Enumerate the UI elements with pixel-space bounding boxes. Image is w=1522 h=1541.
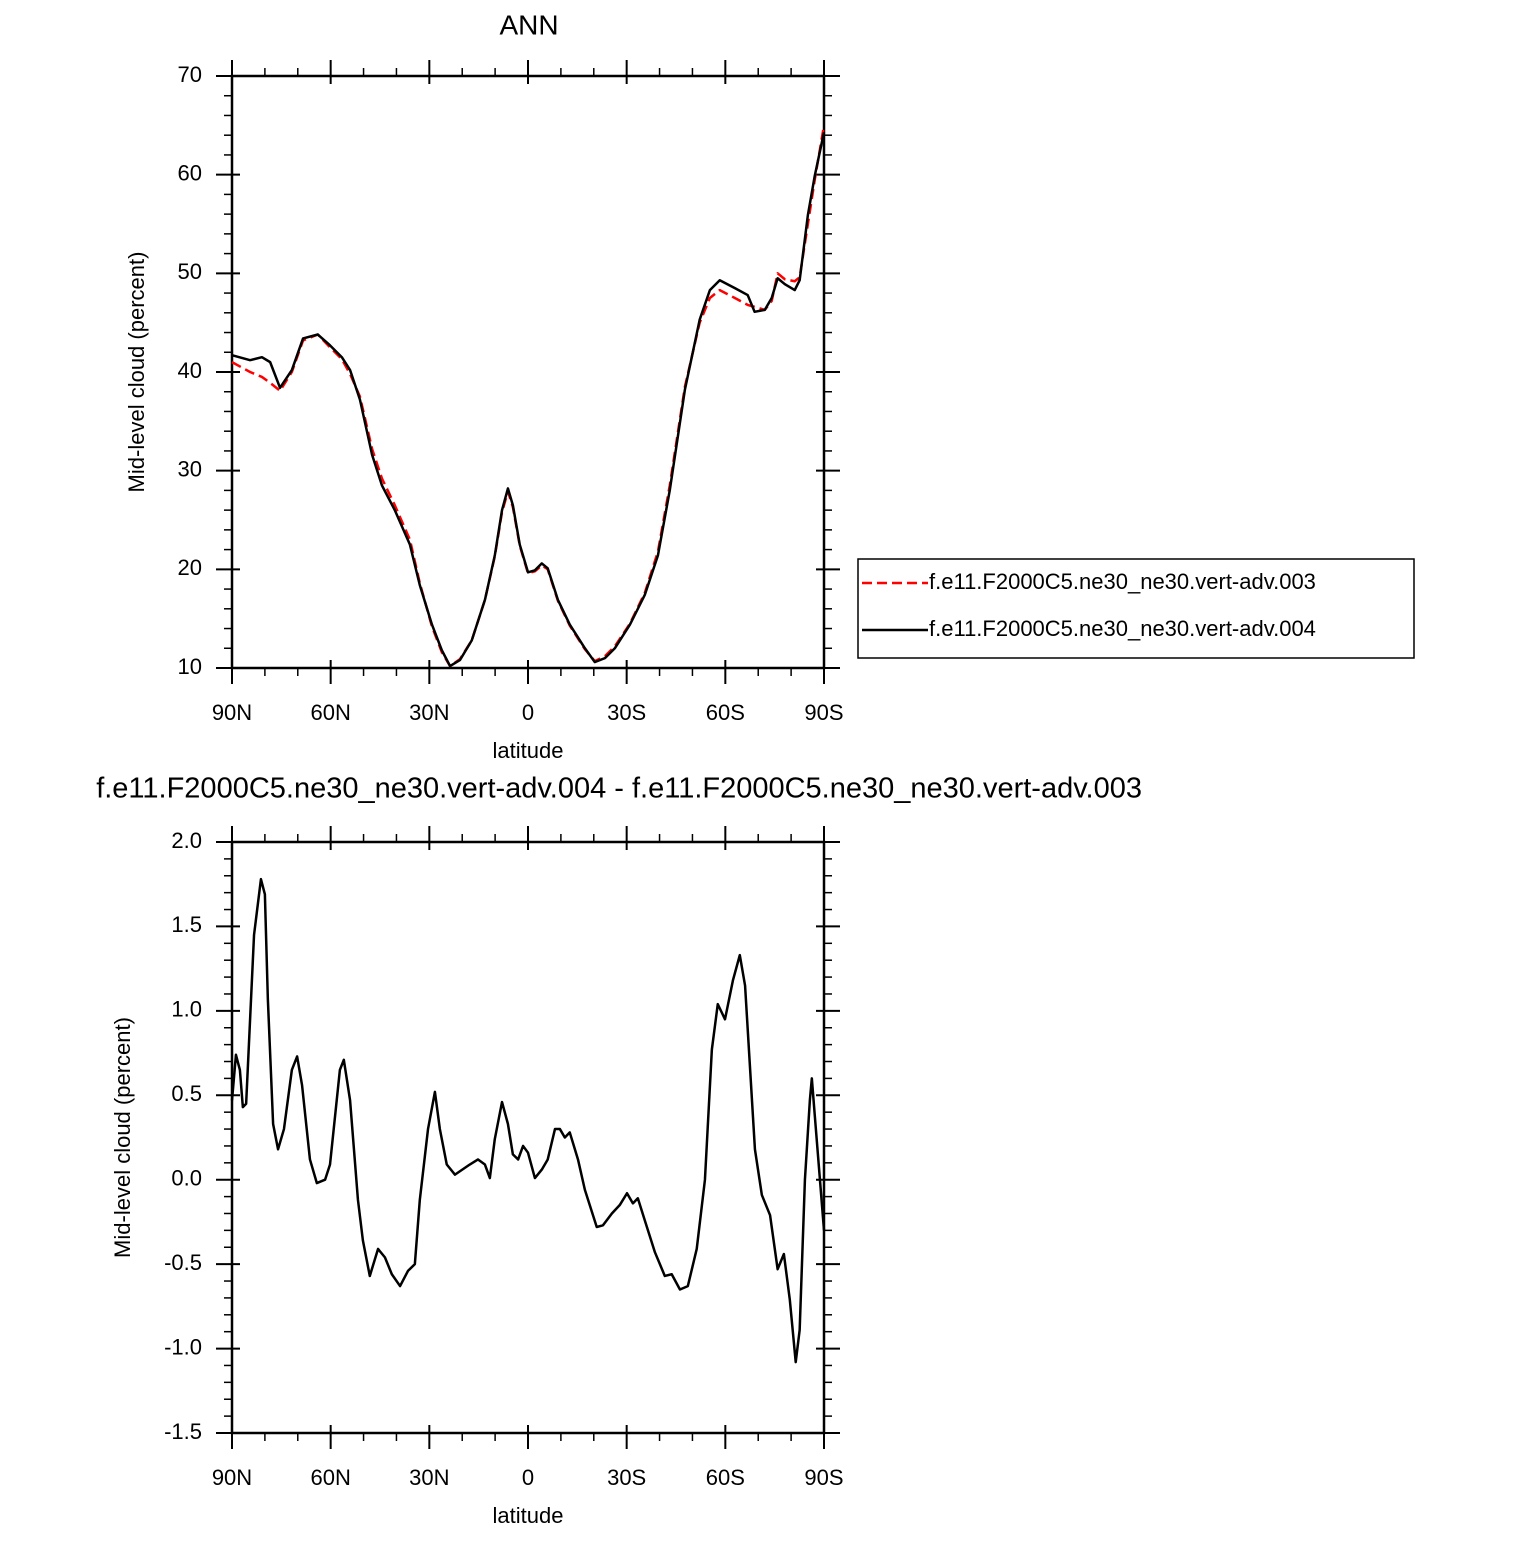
x-tick-label: 30N [409, 700, 449, 725]
y-tick-label: 70 [178, 62, 202, 87]
x-tick-label: 60N [310, 700, 350, 725]
x-tick-label: 0 [522, 1465, 534, 1490]
y-axis-label: Mid-level cloud (percent) [124, 252, 149, 493]
x-tick-label: 30S [607, 700, 646, 725]
plot-frame [230, 74, 826, 670]
x-axis-label: latitude [493, 1503, 564, 1528]
data-line [231, 125, 826, 668]
y-tick-label: 40 [178, 358, 202, 383]
y-tick-label: 0.0 [171, 1166, 202, 1191]
chart-title: ANN [499, 9, 558, 40]
x-tick-label: 90S [804, 1465, 843, 1490]
data-line [230, 877, 826, 1364]
y-tick-label: -1.5 [164, 1419, 202, 1444]
y-axis-label: Mid-level cloud (percent) [110, 1017, 135, 1258]
y-tick-label: 30 [178, 456, 202, 481]
y-tick-label: 0.5 [171, 1081, 202, 1106]
x-tick-label: 90N [212, 1465, 252, 1490]
legend-label: f.e11.F2000C5.ne30_ne30.vert-adv.003 [929, 569, 1316, 594]
y-tick-label: 1.5 [171, 912, 202, 937]
legend-box [857, 558, 1415, 659]
x-tick-label: 90S [804, 700, 843, 725]
chart-title: f.e11.F2000C5.ne30_ne30.vert-adv.004 - f… [96, 773, 1142, 805]
x-tick-label: 30S [607, 1465, 646, 1490]
y-tick-label: 20 [178, 555, 202, 580]
data-line [231, 131, 826, 668]
plot-frame [230, 840, 826, 1435]
x-tick-label: 60S [706, 700, 745, 725]
y-tick-label: 60 [178, 160, 202, 185]
x-tick-label: 60S [706, 1465, 745, 1490]
x-axis-label: latitude [493, 738, 564, 763]
y-tick-label: -1.0 [164, 1334, 202, 1359]
y-tick-label: 2.0 [171, 828, 202, 853]
y-tick-label: 50 [178, 259, 202, 284]
y-tick-label: -0.5 [164, 1250, 202, 1275]
legend-label: f.e11.F2000C5.ne30_ne30.vert-adv.004 [929, 616, 1316, 641]
x-tick-label: 0 [522, 700, 534, 725]
y-tick-label: 1.0 [171, 997, 202, 1022]
y-tick-label: 10 [178, 654, 202, 679]
x-tick-label: 30N [409, 1465, 449, 1490]
x-tick-label: 60N [310, 1465, 350, 1490]
x-tick-label: 90N [212, 700, 252, 725]
